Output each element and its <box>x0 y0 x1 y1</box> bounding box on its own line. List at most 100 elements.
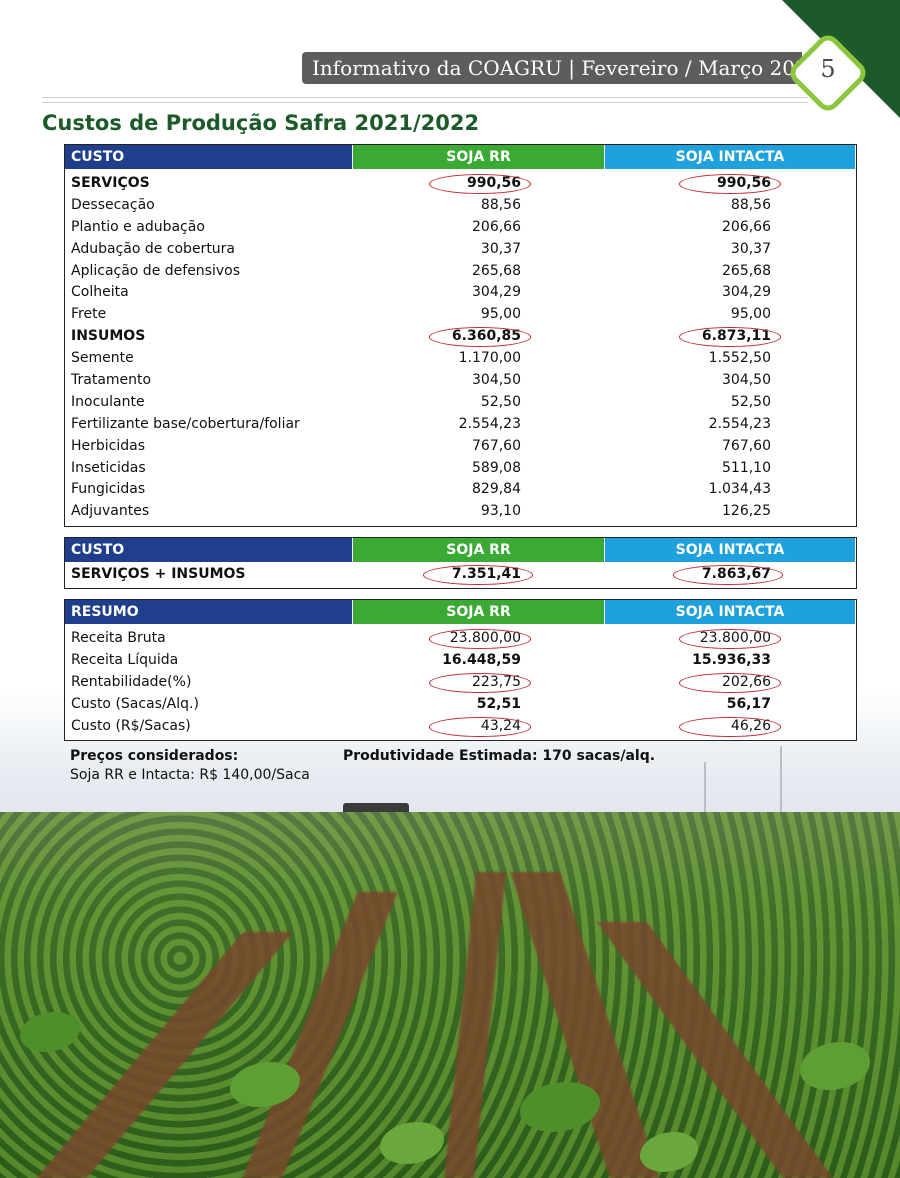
cost-table-body: SERVIÇOS 990,56 990,56 Dessecação 88,56 88,56… <box>65 169 856 526</box>
total-table: CUSTO SOJA RR SOJA INTACTA SERVIÇOS + IN… <box>64 537 857 589</box>
row-label: Inseticidas <box>71 459 146 476</box>
value-soja-rr: 990,56 <box>353 173 531 195</box>
highlight-circle <box>679 629 781 649</box>
value-soja-intacta: 1.552,50 <box>708 350 771 367</box>
row-label: Aplicação de defensivos <box>71 262 241 279</box>
value-soja-rr: 6.360,85 <box>353 326 531 348</box>
table-row: Custo (R$/Sacas) 43,24 46,26 <box>65 716 856 738</box>
value-soja-intacta: 1.034,43 <box>708 481 771 498</box>
utility-pole <box>704 762 706 820</box>
page-number: 5 <box>820 55 836 83</box>
table-row: Rentabilidade(%) 223,75 202,66 <box>65 672 856 694</box>
value-soja-rr: 2.554,23 <box>458 415 521 432</box>
value-soja-rr: 88,56 <box>480 196 521 213</box>
table-row: Fertilizante base/cobertura/foliar 2.554,… <box>65 414 856 436</box>
value-soja-rr: 95,00 <box>480 306 521 323</box>
value-soja-intacta: 30,37 <box>730 240 771 257</box>
value-soja-intacta: 23.800,00 <box>605 628 781 650</box>
table-row: Tratamento 304,50 304,50 <box>65 370 856 392</box>
value-soja-intacta: 265,68 <box>722 262 771 279</box>
value-soja-intacta: 767,60 <box>722 437 771 454</box>
column-header-soja-rr: SOJA RR <box>353 145 605 169</box>
highlight-circle <box>423 565 533 585</box>
value-soja-intacta: 304,29 <box>722 284 771 301</box>
highlight-circle <box>429 327 531 348</box>
value-soja-rr: 93,10 <box>480 503 521 520</box>
utility-pole <box>780 746 782 820</box>
notes-section: Preços considerados: Soja RR e Intacta: … <box>70 748 310 783</box>
row-label: SERVIÇOS + INSUMOS <box>71 566 246 582</box>
table-row: Receita Bruta 23.800,00 23.800,00 <box>65 628 856 650</box>
highlight-circle <box>429 672 531 693</box>
table-row: Adubação de cobertura 30,37 30,37 <box>65 239 856 261</box>
table-row: SERVIÇOS + INSUMOS 7.351,41 7.863,67 <box>65 564 856 586</box>
value-soja-rr: 16.448,59 <box>442 651 521 668</box>
value-soja-rr: 1.170,00 <box>458 350 521 367</box>
value-soja-rr: 23.800,00 <box>353 628 531 650</box>
summary-table-body: Receita Bruta 23.800,00 23.800,00 Receita L… <box>65 624 856 740</box>
value-soja-intacta: 990,56 <box>605 173 781 195</box>
summary-table: RESUMO SOJA RR SOJA INTACTA Receita Brut… <box>64 599 857 742</box>
value-soja-rr: 304,29 <box>472 284 521 301</box>
table-row: Custo (Sacas/Alq.) 52,51 56,17 <box>65 694 856 716</box>
column-header-soja-intacta: SOJA INTACTA <box>605 600 855 624</box>
value-soja-rr: 52,51 <box>476 695 521 712</box>
highlight-circle <box>673 565 783 585</box>
table-row: Receita Líquida 16.448,59 15.936,33 <box>65 650 856 672</box>
row-label: Dessecação <box>71 196 155 213</box>
value-soja-rr: 206,66 <box>472 218 521 235</box>
prices-text: Soja RR e Intacta: R$ 140,00/Saca <box>70 767 310 783</box>
value-soja-intacta: 56,17 <box>726 695 771 712</box>
productivity-estimate: Produtividade Estimada: 170 sacas/alq. <box>343 748 656 764</box>
value-soja-intacta: 206,66 <box>722 218 771 235</box>
column-header-cost: CUSTO <box>65 538 353 562</box>
highlight-circle <box>679 672 781 693</box>
row-label: Fertilizante base/cobertura/foliar <box>71 415 300 432</box>
value-soja-rr: 265,68 <box>472 262 521 279</box>
value-soja-intacta: 88,56 <box>730 196 771 213</box>
value-soja-intacta: 15.936,33 <box>692 651 771 668</box>
table-row: Herbicidas 767,60 767,60 <box>65 436 856 458</box>
cost-table: CUSTO SOJA RR SOJA INTACTA SERVIÇOS 990,5… <box>64 144 857 528</box>
row-label: Rentabilidade(%) <box>71 673 192 690</box>
header-divider <box>42 97 808 103</box>
table-row: INSUMOS 6.360,85 6.873,11 <box>65 326 856 348</box>
table-row: Aplicação de defensivos 265,68 265,68 <box>65 261 856 283</box>
highlight-circle <box>679 716 781 737</box>
value-soja-intacta: 52,50 <box>730 393 771 410</box>
value-soja-rr: 589,08 <box>472 459 521 476</box>
row-label: Custo (Sacas/Alq.) <box>71 695 199 712</box>
row-label: Adubação de cobertura <box>71 240 236 257</box>
table-row: Inoculante 52,50 52,50 <box>65 392 856 414</box>
row-label: Herbicidas <box>71 437 146 454</box>
row-label: SERVIÇOS <box>71 175 150 191</box>
header-bar <box>302 52 802 84</box>
summary-table-header: RESUMO SOJA RR SOJA INTACTA <box>65 600 856 624</box>
value-soja-rr: 43,24 <box>353 716 531 738</box>
table-row: Adjuvantes 93,10 126,25 <box>65 501 856 523</box>
value-soja-rr: 829,84 <box>472 481 521 498</box>
table-row: Dessecação 88,56 88,56 <box>65 195 856 217</box>
value-soja-intacta: 7.863,67 <box>605 564 783 586</box>
row-label: Receita Líquida <box>71 651 179 668</box>
prices-title: Preços considerados: <box>70 748 239 764</box>
total-table-header: CUSTO SOJA RR SOJA INTACTA <box>65 538 856 562</box>
highlight-circle <box>429 629 531 649</box>
highlight-circle <box>679 327 781 348</box>
value-soja-rr: 52,50 <box>480 393 521 410</box>
row-label: Colheita <box>71 284 129 301</box>
value-soja-intacta: 126,25 <box>722 503 771 520</box>
page-title: Custos de Produção Safra 2021/2022 <box>42 111 480 135</box>
row-label: Plantio e adubação <box>71 218 205 235</box>
highlight-circle <box>679 174 781 194</box>
table-row: Semente 1.170,00 1.552,50 <box>65 348 856 370</box>
value-soja-intacta: 2.554,23 <box>708 415 771 432</box>
cost-table-header: CUSTO SOJA RR SOJA INTACTA <box>65 145 856 169</box>
value-soja-rr: 223,75 <box>353 672 531 694</box>
value-soja-rr: 30,37 <box>480 240 521 257</box>
column-header-soja-intacta: SOJA INTACTA <box>605 538 855 562</box>
table-row: Plantio e adubação 206,66 206,66 <box>65 217 856 239</box>
column-header-soja-rr: SOJA RR <box>353 538 605 562</box>
column-header-soja-intacta: SOJA INTACTA <box>605 145 855 169</box>
table-row: Colheita 304,29 304,29 <box>65 282 856 304</box>
